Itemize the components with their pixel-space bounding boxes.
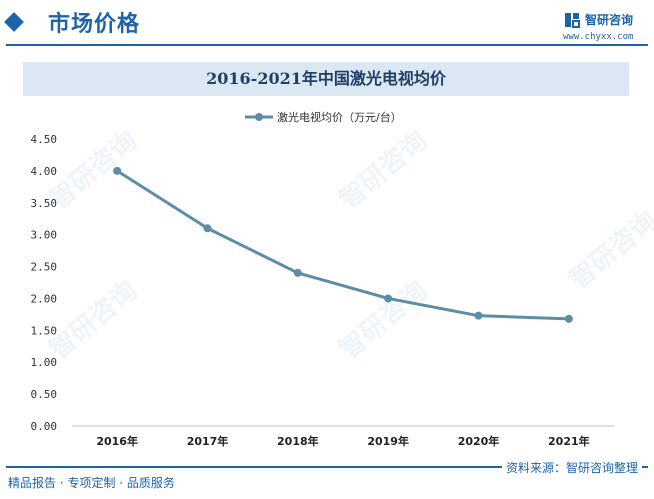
y-tick-label: 0.50: [31, 388, 58, 401]
data-point: [474, 311, 483, 320]
page-title: 市场价格: [48, 12, 141, 37]
y-tick-label: 0.00: [31, 420, 58, 433]
y-tick-label: 2.00: [31, 292, 58, 305]
y-tick-label: 1.50: [31, 324, 58, 337]
y-tick-label: 4.50: [31, 133, 58, 146]
legend-label: 激光电视均价（万元/台）: [277, 110, 402, 124]
brand-logo-icon: [565, 13, 580, 28]
chart-title: 2016-2021年中国激光电视均价: [206, 69, 446, 88]
data-point: [564, 314, 573, 323]
data-source: 资料来源：智研咨询整理: [502, 459, 643, 476]
x-tick-label: 2020年: [458, 434, 500, 448]
x-tick-label: 2018年: [277, 434, 319, 448]
footer-divider: [6, 466, 648, 468]
chart-title-band: [23, 62, 629, 96]
brand-name: 智研咨询: [585, 13, 634, 27]
y-tick-label: 3.50: [31, 197, 58, 210]
y-tick-label: 4.00: [31, 165, 58, 178]
data-point: [293, 268, 302, 277]
brand-url: www.chyxx.com: [563, 32, 634, 42]
footer-tagline: 精品报告 · 专项定制 · 品质服务: [8, 476, 175, 490]
series-line: [116, 169, 569, 321]
data-point: [203, 224, 212, 233]
data-point: [384, 294, 393, 303]
data-point: [113, 166, 122, 175]
header-divider: [6, 44, 648, 46]
x-tick-label: 2017年: [187, 434, 229, 448]
y-tick-label: 1.00: [31, 356, 58, 369]
x-tick-label: 2016年: [96, 434, 138, 448]
y-tick-label: 3.00: [31, 229, 58, 242]
x-tick-label: 2021年: [548, 434, 590, 448]
y-tick-label: 2.50: [31, 261, 58, 274]
x-tick-label: 2019年: [367, 434, 409, 448]
legend-marker-icon: [255, 113, 263, 121]
